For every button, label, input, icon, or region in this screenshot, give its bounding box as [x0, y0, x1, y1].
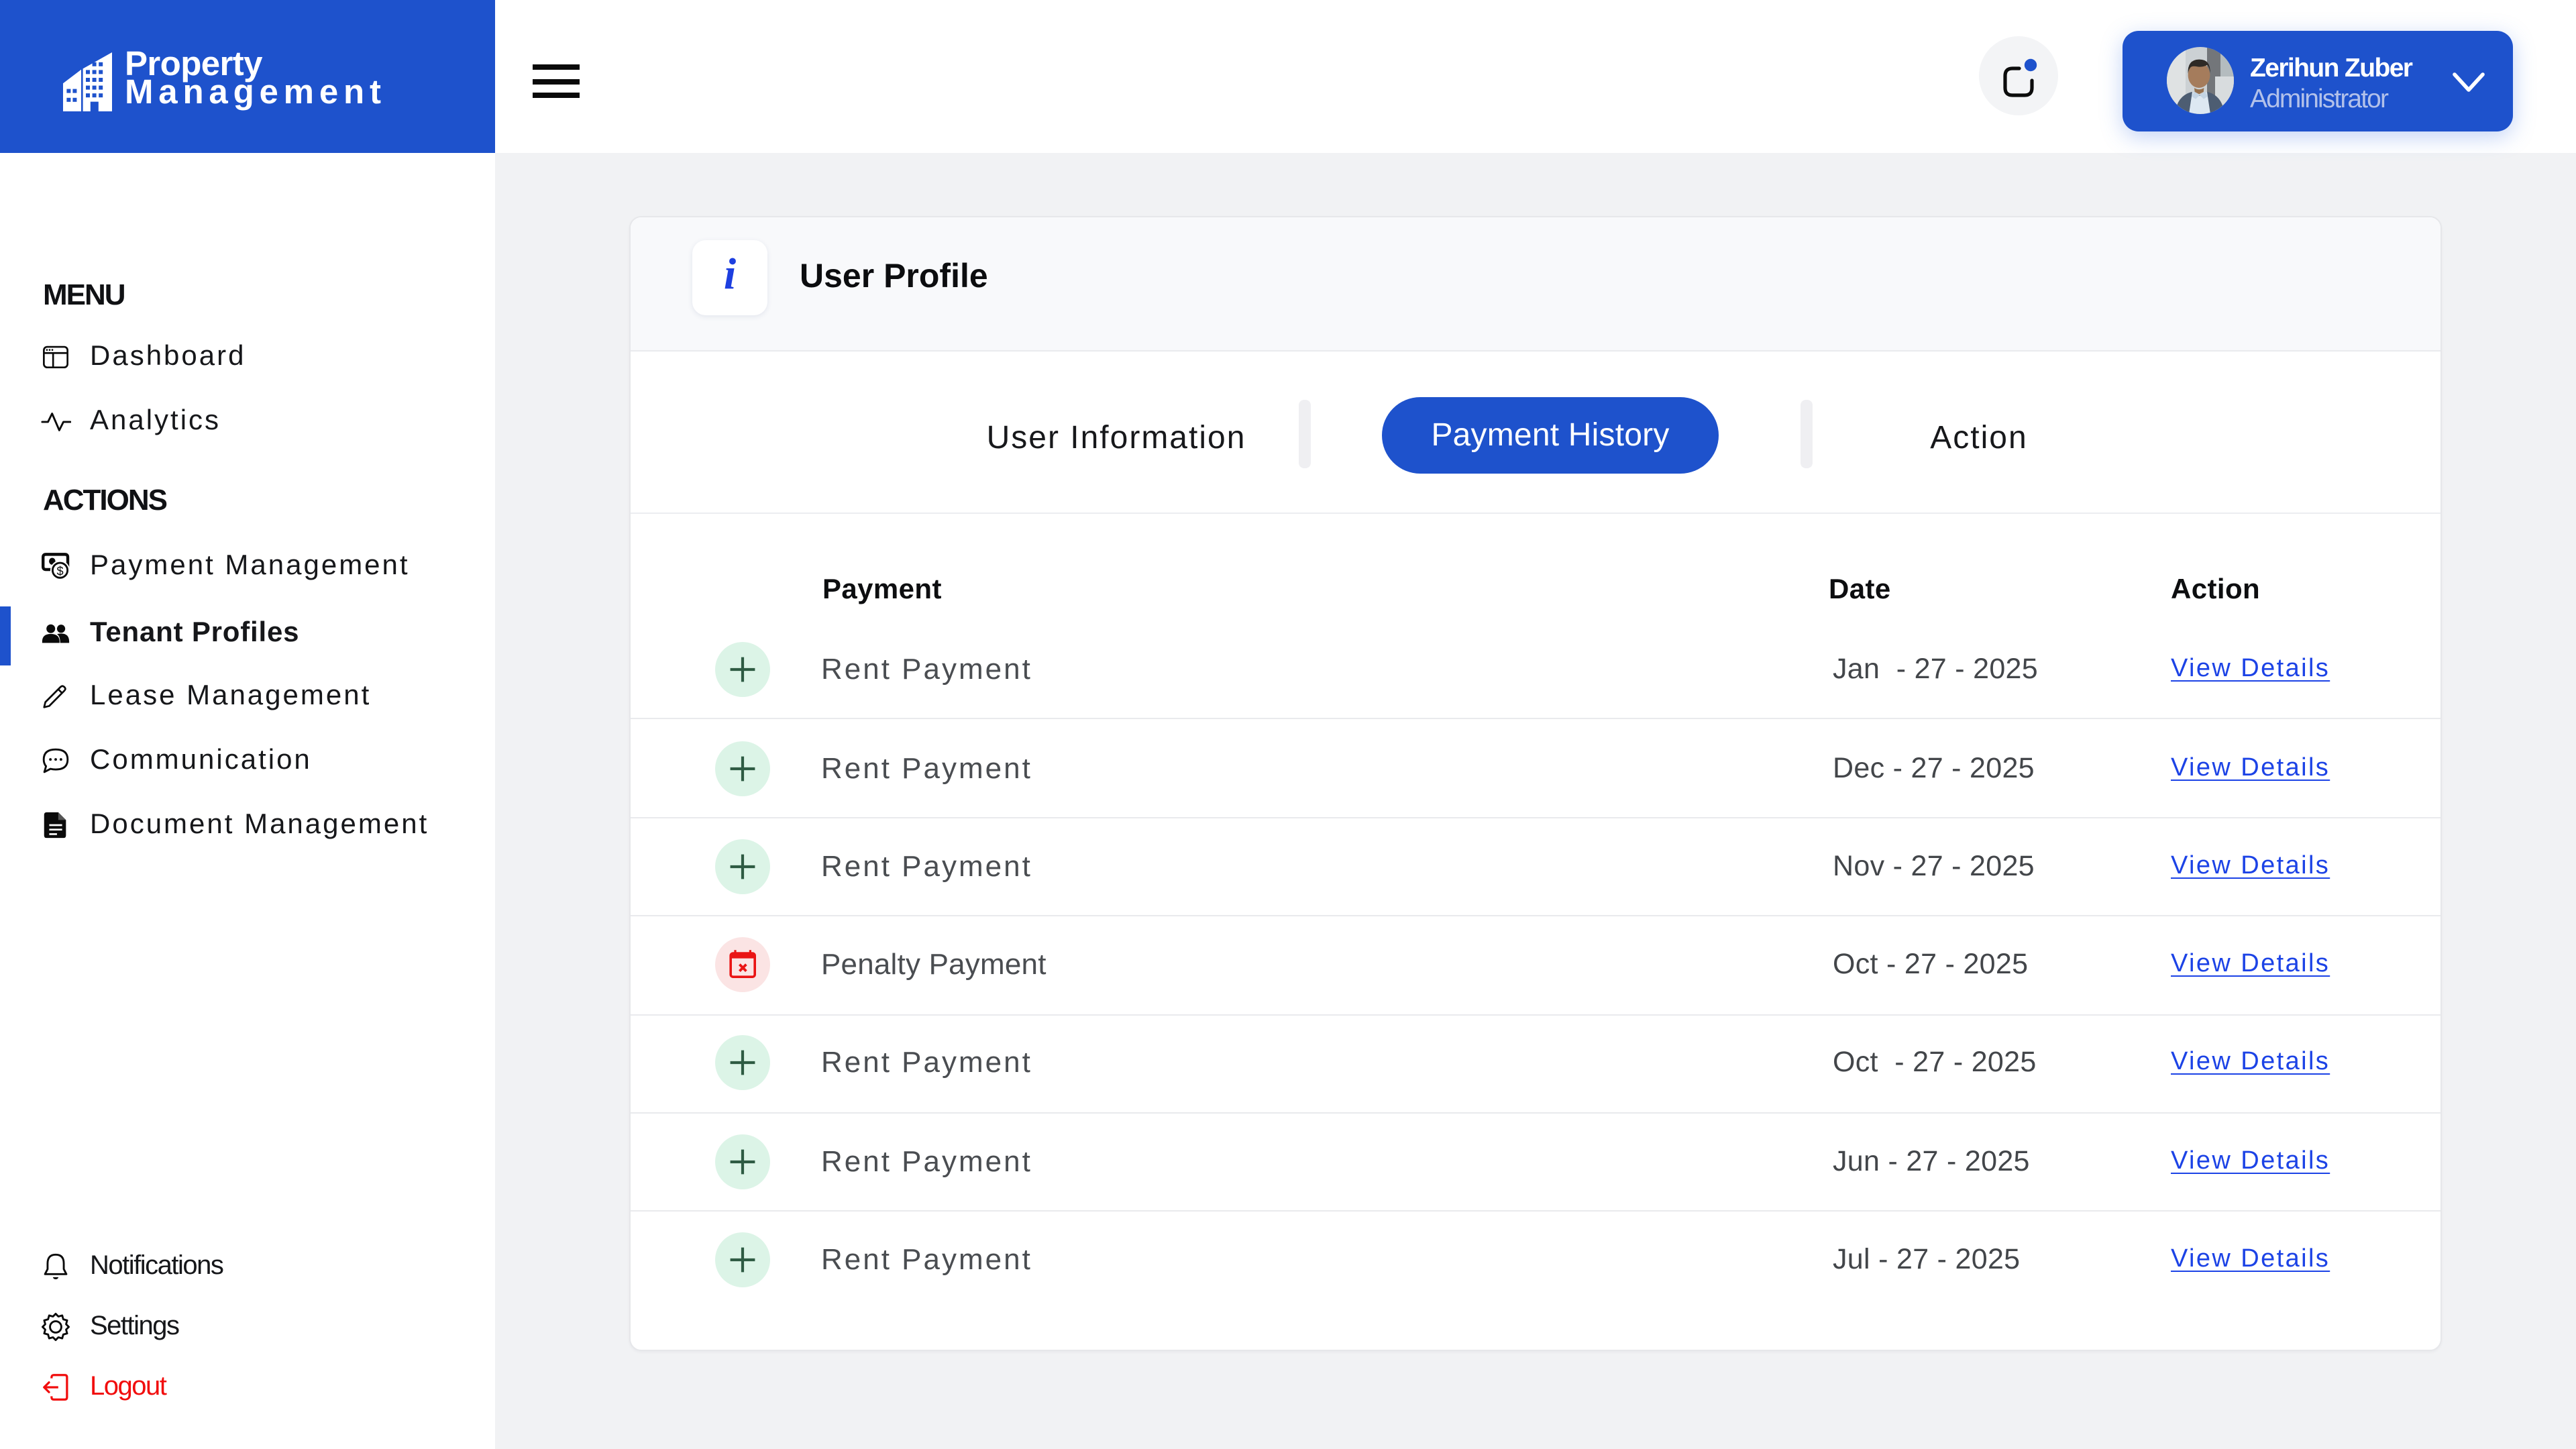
svg-text:$: $	[56, 564, 63, 578]
